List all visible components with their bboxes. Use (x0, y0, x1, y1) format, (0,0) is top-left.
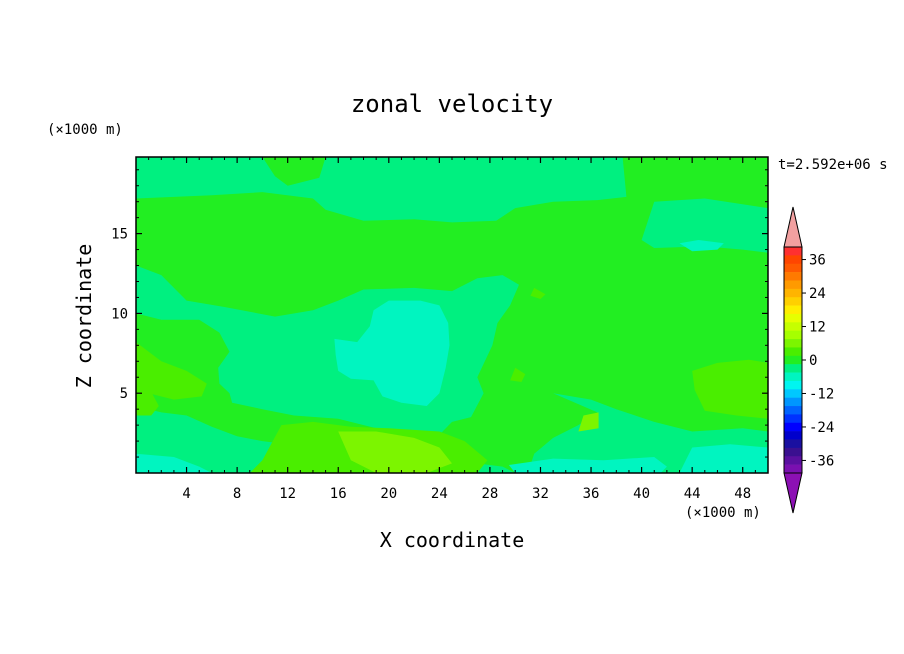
colorbar-over-triangle (783, 206, 803, 248)
colorbar-swatch (784, 347, 802, 357)
contour-region (679, 444, 768, 473)
colorbar-swatch (784, 406, 802, 415)
colorbar-swatch (784, 263, 802, 273)
colorbar-swatch (784, 355, 802, 365)
colorbar-tick-label: 24 (809, 286, 826, 302)
x-tick-label: 40 (633, 486, 650, 502)
colorbar-tick-label: 12 (809, 320, 826, 336)
colorbar-swatch (784, 272, 802, 281)
colorbar-swatch (784, 305, 802, 315)
x-tick-label: 20 (380, 486, 397, 502)
contour-region (641, 198, 768, 253)
colorbar-swatch (784, 439, 802, 449)
contour-region (679, 240, 724, 252)
contour-region (136, 157, 627, 223)
colorbar-swatch (784, 330, 802, 340)
colorbar-swatch (784, 397, 802, 407)
colorbar-tick-label: -36 (809, 453, 834, 469)
x-axis: 4 8 12 16 20 24 28 32 36 40 44 48 (148, 157, 756, 502)
colorbar-swatch (784, 297, 802, 306)
colorbar-swatch (784, 456, 802, 465)
colorbar-swatch (784, 255, 802, 265)
plot-field (136, 157, 768, 473)
x-tick-label: 32 (532, 486, 549, 502)
chart-title: zonal velocity (351, 90, 553, 118)
contour-region (338, 431, 452, 473)
colorbar: 36 24 12 0 -12 -24 -36 (783, 206, 834, 514)
contour-region (510, 367, 526, 382)
colorbar-tick-label: -24 (809, 420, 834, 436)
contour-region (530, 287, 546, 299)
x-tick-label: 8 (233, 486, 241, 502)
contour-region (578, 412, 599, 432)
colorbar-swatch (784, 414, 802, 424)
x-tick-label: 16 (330, 486, 347, 502)
time-label: t=2.592e+06 s (778, 157, 888, 173)
x-tick-label: 24 (431, 486, 448, 502)
y-tick-label: 5 (120, 386, 128, 402)
x-tick-label: 44 (684, 486, 701, 502)
contour-region (334, 300, 450, 406)
contour-region (508, 457, 667, 473)
colorbar-swatch (784, 364, 802, 373)
y-tick-label: 10 (111, 306, 128, 322)
colorbar-swatch (784, 288, 802, 298)
x-axis-label: X coordinate (380, 528, 525, 552)
colorbar-swatch (784, 464, 802, 474)
x-tick-label: 36 (583, 486, 600, 502)
x-tick-label: 48 (734, 486, 751, 502)
colorbar-swatch (784, 380, 802, 390)
x-tick-label: 28 (481, 486, 498, 502)
colorbar-tick-label: 36 (809, 253, 826, 269)
colorbar-swatch (784, 431, 802, 440)
colorbar-swatch (784, 372, 802, 382)
y-tick-label: 15 (111, 227, 128, 243)
y-unit-label: (×1000 m) (47, 122, 123, 138)
contour-region (136, 453, 212, 473)
colorbar-swatch (784, 313, 802, 323)
colorbar-swatch (784, 389, 802, 398)
colorbar-swatch (784, 322, 802, 332)
colorbar-swatch (784, 422, 802, 432)
contour-region (692, 359, 768, 419)
x-tick-label: 4 (182, 486, 190, 502)
colorbar-swatch (784, 447, 802, 457)
contour-region (136, 342, 207, 400)
colorbar-swatch (784, 280, 802, 290)
colorbar-tick-label: 0 (809, 353, 817, 369)
contour-region (136, 378, 159, 416)
x-tick-label: 12 (279, 486, 296, 502)
colorbar-under-triangle (783, 472, 803, 514)
y-axis-label: Z coordinate (72, 244, 96, 389)
colorbar-swatch (784, 247, 802, 256)
colorbar-swatch (784, 339, 802, 348)
x-unit-label: (×1000 m) (685, 505, 761, 521)
y-axis: 5 10 15 (111, 169, 768, 458)
contour-region (136, 406, 516, 473)
colorbar-tick-label: -12 (809, 386, 834, 402)
